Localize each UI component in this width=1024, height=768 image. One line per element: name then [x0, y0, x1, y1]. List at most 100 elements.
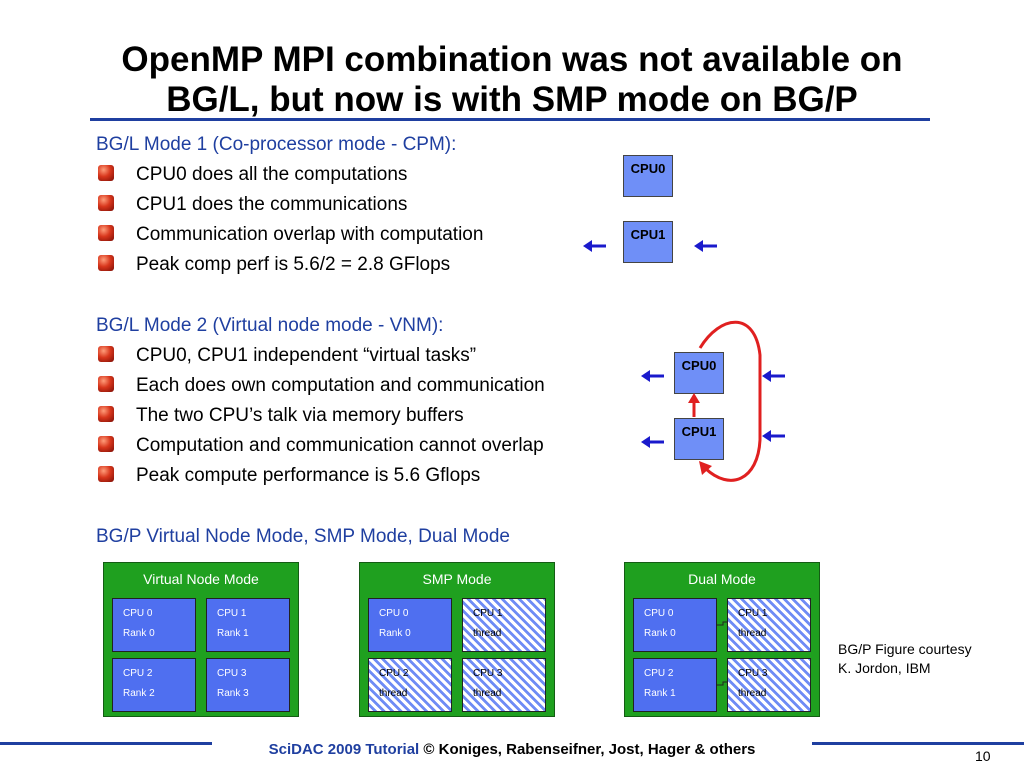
cpu-cell: CPU 1 Rank 1 [206, 598, 290, 652]
cpu-role: Rank 0 [379, 628, 411, 639]
panel-title: Virtual Node Mode [143, 571, 259, 587]
panel-title: SMP Mode [422, 571, 492, 587]
cpu-cell-thread: CPU 3 thread [462, 658, 546, 712]
cpu-label: CPU 3 [738, 668, 768, 679]
cpu-cell: CPU 2 Rank 2 [112, 658, 196, 712]
mode2-cpu1-box: CPU1 [674, 418, 724, 460]
cpu-role: Rank 1 [644, 688, 676, 699]
panel-virtual-node-mode: Virtual Node Mode CPU 0 Rank 0 CPU 1 Rank … [103, 562, 299, 717]
cpu-label: CPU 0 [123, 608, 153, 619]
cpu-label: CPU 3 [473, 668, 503, 679]
bullet-text: Peak comp perf is 5.6/2 = 2.8 GFlops [136, 254, 451, 275]
bullet-item: Computation and communication cannot ove… [98, 435, 545, 465]
cpu-role: Rank 2 [123, 688, 155, 699]
page-number: 10 [975, 748, 991, 764]
cpu-role: thread [473, 688, 502, 699]
arrow-left-icon [762, 430, 785, 442]
bullet-item: Each does own computation and communicat… [98, 375, 545, 405]
courtesy-line-2: K. Jordon, IBM [838, 660, 931, 676]
mode1-cpu1-box: CPU1 [623, 221, 673, 263]
panel-title: Dual Mode [688, 571, 756, 587]
cpu-label: CPU 2 [123, 668, 153, 679]
bullet-text: CPU0, CPU1 independent “virtual tasks” [136, 345, 477, 366]
bullet-item: CPU0, CPU1 independent “virtual tasks” [98, 345, 545, 375]
title-line-2: BG/L, but now is with SMP mode on BG/P [166, 80, 858, 119]
arrow-left-icon [583, 240, 606, 252]
bullet-dot-icon [98, 466, 114, 482]
figure-courtesy: BG/P Figure courtesy K. Jordon, IBM [838, 640, 972, 678]
cpu-cell-thread: CPU 2 thread [368, 658, 452, 712]
cpu-role: Rank 0 [644, 628, 676, 639]
bullet-item: CPU1 does the communications [98, 194, 483, 224]
cpu-label: CPU 2 [644, 668, 674, 679]
bullet-item: The two CPU’s talk via memory buffers [98, 405, 545, 435]
cpu-role: thread [738, 688, 767, 699]
bullet-dot-icon [98, 225, 114, 241]
bullet-dot-icon [98, 376, 114, 392]
cpu-role: thread [738, 628, 767, 639]
bullet-text: CPU0 does all the computations [136, 164, 408, 185]
footer: SciDAC 2009 Tutorial © Koniges, Rabensei… [0, 741, 1024, 758]
cpu-role: Rank 0 [123, 628, 155, 639]
bullet-dot-icon [98, 255, 114, 271]
cpu-role: Rank 3 [217, 688, 249, 699]
bullet-text: Peak compute performance is 5.6 Gflops [136, 465, 481, 486]
cpu-label: CPU 0 [644, 608, 674, 619]
dual-mode-connectors [717, 621, 727, 686]
arrow-up-icon [688, 393, 700, 417]
bullet-text: Computation and communication cannot ove… [136, 435, 544, 456]
cpu-label: CPU 1 [473, 608, 503, 619]
mode2-cpu0-box: CPU0 [674, 352, 724, 394]
bullet-dot-icon [98, 195, 114, 211]
cpu-cell: CPU 2 Rank 1 [633, 658, 717, 712]
arrow-left-icon [641, 370, 664, 382]
footer-credits: © Koniges, Rabenseifner, Jost, Hager & o… [419, 741, 756, 758]
cpu-label: CPU 2 [379, 668, 409, 679]
mode2-bullet-list: CPU0, CPU1 independent “virtual tasks” E… [98, 345, 545, 495]
cpu-label: CPU 1 [217, 608, 247, 619]
bullet-dot-icon [98, 406, 114, 422]
cpu-cell: CPU 0 Rank 0 [633, 598, 717, 652]
cpu-cell-thread: CPU 1 thread [462, 598, 546, 652]
cpu-cell-thread: CPU 1 thread [727, 598, 811, 652]
bullet-text: CPU1 does the communications [136, 194, 408, 215]
cpu-cell-thread: CPU 3 thread [727, 658, 811, 712]
bullet-text: The two CPU’s talk via memory buffers [136, 405, 464, 426]
bullet-dot-icon [98, 165, 114, 181]
mode2-heading: BG/L Mode 2 (Virtual node mode - VNM): [96, 315, 444, 336]
arrow-left-icon [694, 240, 717, 252]
courtesy-line-1: BG/P Figure courtesy [838, 641, 972, 657]
bullet-item: Peak comp perf is 5.6/2 = 2.8 GFlops [98, 254, 483, 284]
bullet-dot-icon [98, 436, 114, 452]
title-divider [90, 118, 930, 121]
cpu-cell: CPU 0 Rank 0 [112, 598, 196, 652]
cpu-cell: CPU 0 Rank 0 [368, 598, 452, 652]
mode1-bullet-list: CPU0 does all the computations CPU1 does… [98, 164, 483, 284]
bullet-item: Communication overlap with computation [98, 224, 483, 254]
loop-arrow-icon [698, 320, 762, 482]
mode1-cpu0-box: CPU0 [623, 155, 673, 197]
arrow-left-icon [641, 436, 664, 448]
cpu-role: Rank 1 [217, 628, 249, 639]
arrow-left-icon [762, 370, 785, 382]
slide-title: OpenMP MPI combination was not available… [0, 40, 1024, 120]
bullet-text: Communication overlap with computation [136, 224, 484, 245]
bgp-heading: BG/P Virtual Node Mode, SMP Mode, Dual M… [96, 526, 510, 547]
bullet-dot-icon [98, 346, 114, 362]
cpu-role: thread [379, 688, 408, 699]
cpu-role: thread [473, 628, 502, 639]
bullet-text: Each does own computation and communicat… [136, 375, 545, 396]
title-line-1: OpenMP MPI combination was not available… [121, 40, 903, 79]
bullet-item: Peak compute performance is 5.6 Gflops [98, 465, 545, 495]
footer-divider-left [0, 742, 212, 745]
cpu-cell: CPU 3 Rank 3 [206, 658, 290, 712]
cpu-label: CPU 1 [738, 608, 768, 619]
footer-divider-right [812, 742, 1024, 745]
panel-dual-mode: Dual Mode CPU 0 Rank 0 CPU 1 thread CPU 2 R… [624, 562, 820, 717]
panel-smp-mode: SMP Mode CPU 0 Rank 0 CPU 1 thread CPU 2 th… [359, 562, 555, 717]
mode1-heading: BG/L Mode 1 (Co-processor mode - CPM): [96, 134, 457, 155]
bullet-item: CPU0 does all the computations [98, 164, 483, 194]
cpu-label: CPU 0 [379, 608, 409, 619]
footer-brand: SciDAC 2009 Tutorial [268, 741, 420, 758]
